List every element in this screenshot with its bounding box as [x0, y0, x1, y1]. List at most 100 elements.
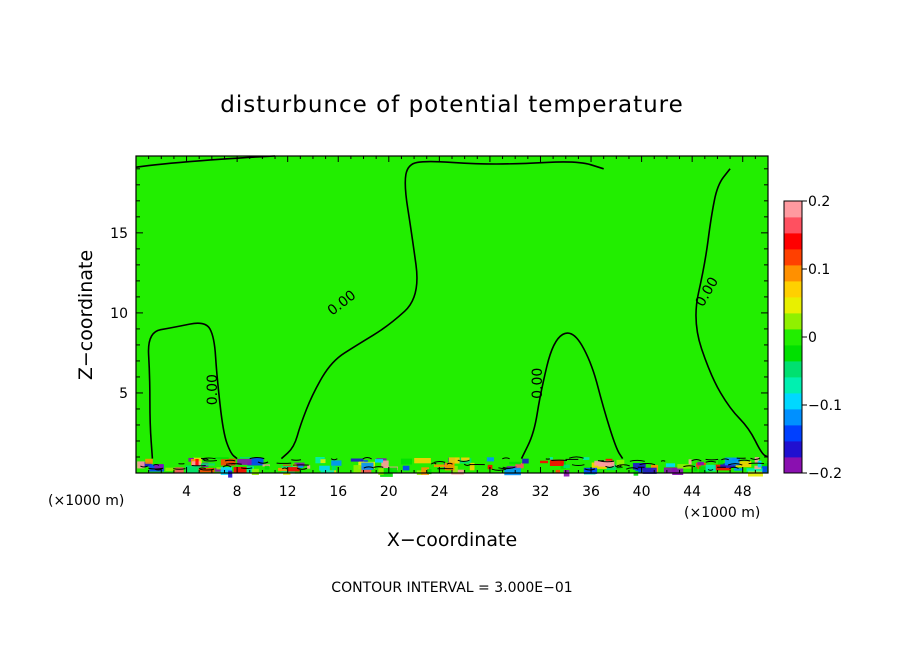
- noise-patch: [642, 467, 657, 474]
- x-tick-label: 20: [380, 484, 398, 500]
- noise-patch: [174, 467, 184, 473]
- colorbar-tick-label: −0.2: [808, 466, 842, 482]
- plot-background: [136, 156, 768, 473]
- colorbar-tick-label: 0: [808, 330, 817, 346]
- noise-patch: [165, 467, 176, 472]
- noise-contour: [616, 464, 630, 467]
- noise-patch: [663, 467, 677, 474]
- contour-label: 0.00: [530, 368, 546, 399]
- contour-line-5: [695, 168, 769, 458]
- noise-patch: [583, 467, 598, 474]
- noise-contour: [434, 460, 446, 463]
- noise-patch: [140, 462, 152, 467]
- noise-patch: [287, 467, 300, 472]
- noise-contour: [629, 459, 645, 462]
- noise-patch: [154, 464, 164, 470]
- y-tick-label: 5: [119, 386, 128, 402]
- noise-patch: [724, 457, 740, 466]
- noise-contour: [660, 460, 666, 462]
- colorbar-swatch: [784, 281, 802, 298]
- noise-patch: [247, 457, 264, 466]
- y-tick-label: 15: [110, 226, 128, 242]
- noise-contour: [153, 464, 160, 466]
- noise-patch: [733, 468, 743, 471]
- noise-contour: [282, 467, 288, 470]
- colorbar-swatch: [784, 441, 802, 458]
- noise-patch: [444, 462, 455, 471]
- noise-patch: [320, 470, 335, 473]
- noise-patch: [237, 458, 252, 465]
- noise-patch: [456, 458, 472, 464]
- noise-contour: [373, 466, 384, 468]
- noise-patch: [695, 462, 706, 469]
- x-tick-label: 12: [279, 484, 297, 500]
- noise-contour: [705, 458, 719, 461]
- noise-patch: [214, 457, 229, 460]
- noise-patch: [350, 458, 364, 462]
- noise-contour: [202, 458, 209, 461]
- noise-patch: [461, 457, 470, 461]
- noise-patch: [477, 457, 487, 461]
- contour-line-3: [280, 160, 604, 460]
- colorbar-swatch: [784, 297, 802, 314]
- colorbar-tick-label: 0.2: [808, 194, 830, 210]
- noise-patch: [735, 461, 752, 468]
- x-axis-ticks: 4 8 12 16 20 24 28 32 36 40 44 48: [148, 156, 756, 500]
- noise-contour: [203, 460, 217, 462]
- noise-contour: [584, 468, 596, 471]
- noise-patch: [414, 458, 431, 464]
- colorbar-swatch: [784, 377, 802, 394]
- colorbar-swatch: [784, 201, 802, 218]
- noise-patch: [312, 461, 319, 469]
- noise-patch: [171, 460, 182, 466]
- noise-patch: [720, 463, 736, 468]
- noise-patch: [201, 463, 215, 466]
- chart-title: disturbunce of potential temperature: [220, 92, 684, 118]
- noise-patch: [452, 465, 458, 474]
- contour-interval-text: CONTOUR INTERVAL = 3.000E−01: [331, 580, 572, 596]
- noise-patch: [635, 466, 643, 473]
- noise-contour: [140, 465, 148, 468]
- noise-contour: [707, 469, 714, 471]
- noise-patch: [509, 461, 521, 465]
- noise-patch: [665, 463, 676, 467]
- noise-patch: [583, 457, 590, 460]
- noise-contour: [225, 463, 242, 465]
- noise-patch: [754, 465, 761, 470]
- noise-contour: [222, 465, 232, 468]
- noise-patch: [693, 467, 698, 472]
- noise-patch: [688, 459, 692, 467]
- noise-contour: [363, 466, 375, 469]
- noise-patch: [615, 466, 621, 470]
- x-axis-label: X−coordinate: [387, 529, 517, 551]
- noise-contour: [721, 458, 730, 461]
- noise-contour: [729, 466, 739, 469]
- colorbar-swatch: [784, 233, 802, 250]
- noise-patch: [240, 457, 252, 460]
- noise-patch: [762, 466, 768, 473]
- noise-patch: [555, 469, 560, 474]
- colorbar-swatch: [784, 425, 802, 442]
- noise-patch: [361, 462, 374, 470]
- contour-line-2: [147, 322, 238, 460]
- colorbar-swatch: [784, 329, 802, 346]
- noise-patch: [246, 466, 254, 474]
- colorbar-tick-label: 0.1: [808, 262, 830, 278]
- noise-patch: [504, 467, 521, 476]
- noise-contour: [173, 468, 186, 470]
- noise-patch: [705, 464, 716, 472]
- noise-contour: [201, 457, 216, 460]
- x-tick-label: 28: [481, 484, 499, 500]
- y-axis-ticks: 5 10 15: [110, 168, 768, 458]
- noise-patch: [616, 459, 625, 467]
- noise-patch: [672, 467, 684, 475]
- noise-patch: [307, 470, 317, 474]
- noise-patch: [402, 465, 410, 471]
- y-tick-label: 10: [110, 306, 128, 322]
- noise-contour: [571, 464, 585, 466]
- x-tick-label: 24: [430, 484, 448, 500]
- noise-patch: [697, 461, 704, 466]
- noise-patch: [522, 458, 529, 464]
- noise-contour: [568, 456, 584, 459]
